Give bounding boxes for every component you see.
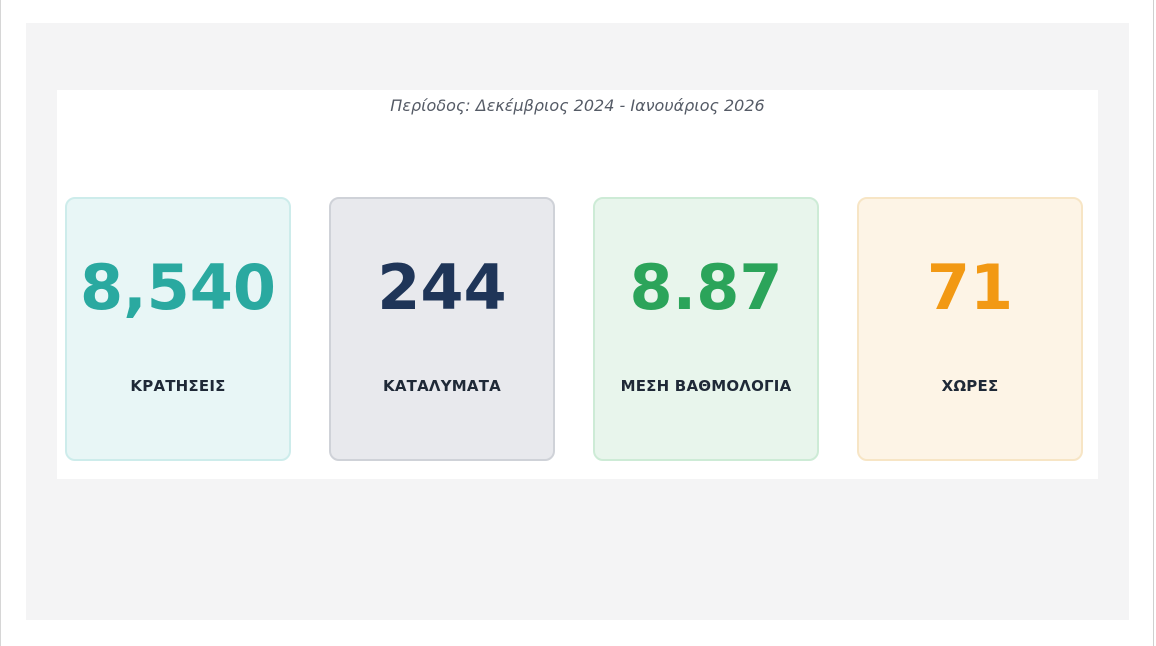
stat-card-average-rating: 8.87 ΜΕΣΗ ΒΑΘΜΟΛΟΓΙΑ xyxy=(593,197,819,461)
window-border-left xyxy=(0,0,1,646)
report-summary-section: Περίοδος: Δεκέμβριος 2024 - Ιανουάριος 2… xyxy=(57,90,1098,479)
stat-value-bookings: 8,540 xyxy=(79,251,277,324)
stat-card-bookings: 8,540 ΚΡΑΤΗΣΕΙΣ xyxy=(65,197,291,461)
stat-value-countries: 71 xyxy=(926,251,1014,324)
stat-card-lodgings: 244 ΚΑΤΑΛΥΜΑΤΑ xyxy=(329,197,555,461)
report-period: Περίοδος: Δεκέμβριος 2024 - Ιανουάριος 2… xyxy=(390,96,765,115)
stat-label-lodgings: ΚΑΤΑΛΥΜΑΤΑ xyxy=(383,377,501,395)
stat-label-average-rating: ΜΕΣΗ ΒΑΘΜΟΛΟΓΙΑ xyxy=(620,377,792,395)
stat-label-countries: ΧΩΡΕΣ xyxy=(941,377,999,395)
stat-label-bookings: ΚΡΑΤΗΣΕΙΣ xyxy=(130,377,226,395)
stat-value-lodgings: 244 xyxy=(377,251,507,324)
stat-value-average-rating: 8.87 xyxy=(629,251,783,324)
window-border-right xyxy=(1153,0,1154,646)
stat-card-countries: 71 ΧΩΡΕΣ xyxy=(857,197,1083,461)
